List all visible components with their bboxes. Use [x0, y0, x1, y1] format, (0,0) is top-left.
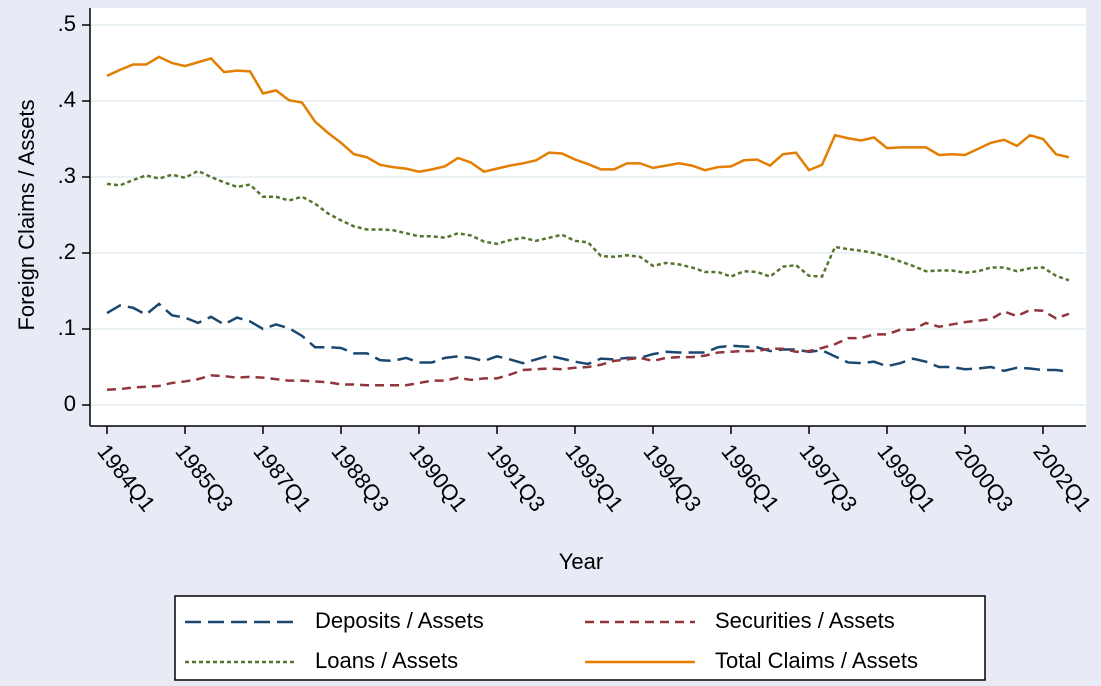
- legend-label: Deposits / Assets: [315, 608, 484, 633]
- series-line: [106, 302, 1070, 373]
- legend-label: Loans / Assets: [315, 648, 458, 673]
- series-line: [106, 308, 1070, 392]
- y-tick-label: .5: [58, 11, 76, 36]
- legend-label: Securities / Assets: [715, 608, 895, 633]
- legend-label: Total Claims / Assets: [715, 648, 918, 673]
- plot-area: [90, 8, 1086, 426]
- y-tick-label: .4: [58, 87, 76, 112]
- y-tick-label: 0: [64, 391, 76, 416]
- legend: [174, 595, 986, 681]
- x-axis-title: Year: [559, 549, 603, 574]
- y-tick-label: .1: [58, 315, 76, 340]
- series-line: [106, 55, 1070, 174]
- y-tick-label: .3: [58, 163, 76, 188]
- y-tick-label: .2: [58, 239, 76, 264]
- y-axis-title: Foreign Claims / Assets: [14, 99, 39, 330]
